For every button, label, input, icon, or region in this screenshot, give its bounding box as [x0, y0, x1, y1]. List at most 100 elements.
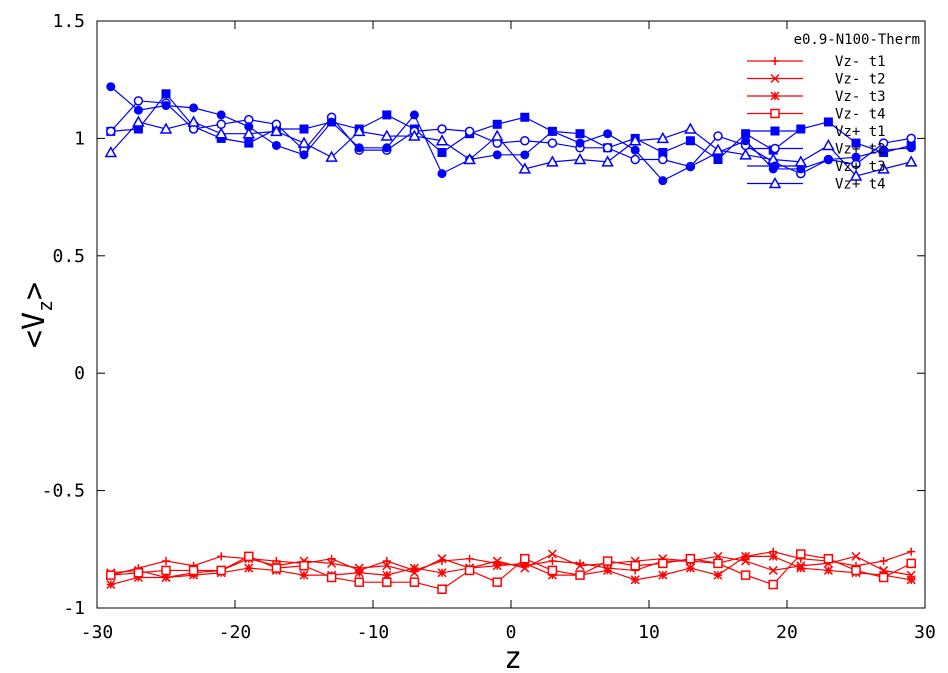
data-point — [656, 131, 670, 144]
data-point — [658, 176, 668, 186]
data-point — [244, 138, 254, 148]
y-tick-label: 1 — [74, 128, 85, 149]
data-point — [465, 554, 474, 563]
series-layer — [104, 82, 918, 594]
data-point — [879, 145, 889, 155]
data-point — [713, 570, 723, 580]
data-point — [435, 134, 449, 146]
data-point — [326, 572, 337, 583]
data-point — [161, 89, 171, 99]
legend-entry-label: Vz+ t3 — [835, 159, 886, 175]
data-point — [187, 115, 200, 127]
data-point — [573, 152, 587, 165]
data-point — [382, 557, 391, 566]
data-point — [575, 561, 585, 571]
data-point — [685, 136, 695, 146]
data-point — [162, 557, 170, 566]
data-point — [601, 155, 614, 167]
y-axis-label-end: > — [17, 282, 52, 300]
data-point — [713, 131, 723, 141]
legend-marker — [768, 176, 782, 189]
data-point — [685, 563, 695, 573]
legend-marker — [770, 108, 780, 119]
legend-marker — [770, 91, 780, 101]
data-point — [849, 169, 863, 181]
data-point — [382, 143, 392, 153]
data-point — [106, 126, 116, 137]
data-point — [188, 565, 199, 576]
data-point — [547, 565, 558, 576]
data-point — [437, 554, 447, 564]
data-point — [603, 565, 613, 575]
data-point — [382, 110, 392, 120]
y-axis-label: <Vz> — [17, 282, 57, 348]
data-point — [520, 135, 530, 146]
y-axis-label-subscript: z — [33, 300, 57, 312]
legend-entry: Vz- t2 — [747, 72, 886, 88]
x-tick-label: 10 — [638, 622, 660, 643]
data-point — [602, 143, 613, 153]
data-point — [822, 138, 835, 151]
data-point — [685, 162, 695, 172]
legend-title: e0.9-N100-Therm — [794, 32, 920, 48]
data-point — [630, 145, 640, 155]
data-point — [713, 558, 723, 569]
data-point — [106, 579, 116, 590]
data-point — [409, 110, 419, 120]
data-point — [877, 162, 890, 174]
data-point — [437, 568, 447, 578]
data-point — [106, 570, 116, 580]
data-point — [161, 572, 171, 583]
y-tick-label: 0.5 — [52, 246, 85, 267]
data-point — [547, 126, 557, 136]
data-point — [823, 155, 833, 165]
data-point — [463, 152, 476, 165]
data-point — [490, 129, 504, 141]
y-tick-label: -0.5 — [42, 481, 85, 502]
data-point — [161, 565, 171, 576]
data-point — [492, 119, 502, 129]
legend-marker — [771, 57, 779, 65]
data-point — [603, 129, 613, 139]
data-point — [823, 565, 833, 575]
data-point — [244, 563, 254, 573]
series-vz-t4 — [104, 115, 918, 181]
data-point — [242, 127, 256, 139]
data-point — [382, 570, 392, 580]
x-tick-label: -20 — [219, 622, 252, 643]
legend-marker — [770, 73, 780, 84]
data-point — [520, 553, 530, 564]
data-point — [382, 561, 392, 571]
data-point — [796, 563, 806, 573]
data-point — [133, 105, 143, 115]
data-point — [271, 140, 281, 150]
data-point — [685, 553, 696, 564]
data-point — [104, 145, 118, 158]
y-axis-label-main: <V — [17, 312, 52, 348]
data-point — [159, 122, 173, 134]
data-point — [216, 110, 226, 120]
legend-marker — [770, 126, 780, 136]
data-point — [878, 572, 889, 583]
data-point — [520, 150, 530, 160]
legend-entry: Vz- t1 — [747, 54, 886, 70]
data-point — [325, 150, 338, 162]
data-point — [711, 143, 725, 155]
data-point — [823, 117, 833, 127]
y-tick-label: -1 — [63, 598, 85, 619]
data-point — [327, 554, 336, 563]
data-point — [437, 124, 447, 134]
data-point — [906, 133, 916, 144]
data-point — [907, 547, 916, 556]
data-point — [547, 549, 557, 559]
data-point — [658, 558, 668, 569]
series-line — [110, 121, 912, 177]
data-point — [437, 147, 447, 157]
data-point — [658, 154, 668, 165]
legend-entry: Vz- t3 — [747, 89, 886, 105]
data-point — [520, 112, 530, 122]
data-point — [382, 577, 392, 587]
data-point — [244, 551, 254, 562]
data-point — [492, 561, 502, 571]
